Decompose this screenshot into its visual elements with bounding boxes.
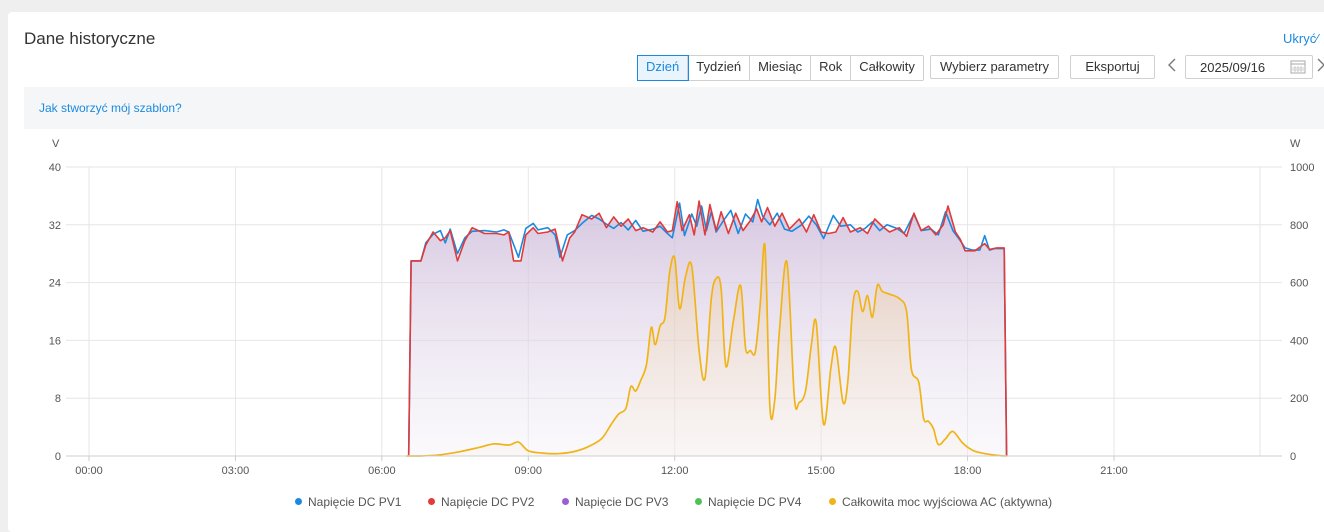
- x-tick-label: 15:00: [807, 465, 835, 477]
- x-tick-label: 21:00: [1100, 465, 1128, 477]
- period-total-button[interactable]: Całkowity: [859, 59, 915, 74]
- period-week-button[interactable]: Tydzień: [688, 56, 751, 80]
- right-tick-label: 400: [1290, 335, 1308, 347]
- legend-item-ac-power[interactable]: Całkowita moc wyjściowa AC (aktywna): [829, 495, 1052, 509]
- legend-dot-pv2: [428, 498, 435, 505]
- right-tick-label: 600: [1290, 278, 1308, 290]
- x-tick-label: 18:00: [954, 465, 982, 477]
- calendar-icon[interactable]: [1290, 59, 1306, 74]
- legend-label-pv1: Napięcie DC PV1: [308, 495, 402, 509]
- legend-label-pv2: Napięcie DC PV2: [441, 495, 535, 509]
- chevron-left-icon[interactable]: [1167, 57, 1177, 78]
- right-tick-label: 0: [1290, 451, 1296, 463]
- legend-dot-pv4: [695, 498, 702, 505]
- series-line-ac-power: [406, 242, 1007, 457]
- legend-dot-pv3: [562, 498, 569, 505]
- left-tick-label: 24: [49, 278, 61, 290]
- legend-dot-pv1: [295, 498, 302, 505]
- export-button[interactable]: Eksportuj: [1070, 55, 1155, 79]
- x-tick-label: 03:00: [222, 465, 250, 477]
- legend-item-pv1[interactable]: Napięcie DC PV1: [295, 495, 401, 509]
- left-tick-label: 16: [49, 335, 61, 347]
- right-tick-label: 200: [1290, 393, 1308, 405]
- left-tick-label: 0: [55, 451, 61, 463]
- chevron-right-icon[interactable]: [1316, 57, 1324, 78]
- legend-item-pv2[interactable]: Napięcie DC PV2: [428, 495, 534, 509]
- left-axis-unit: V: [52, 138, 60, 150]
- period-month-button[interactable]: Miesiąc: [750, 56, 812, 80]
- x-tick-label: 06:00: [368, 465, 396, 477]
- select-parameters-button[interactable]: Wybierz parametry: [930, 55, 1059, 79]
- period-selector: Dzień Tydzień Miesiąc Rok Całkowity: [636, 55, 924, 81]
- legend-item-pv4[interactable]: Napięcie DC PV4: [695, 495, 801, 509]
- page-title: Dane historyczne: [24, 29, 156, 48]
- x-tick-label: 09:00: [515, 465, 543, 477]
- legend-label-pv4: Napięcie DC PV4: [708, 495, 802, 509]
- history-chart: 0 0 8 200 16 400 24 600 32 800 40 1000 V W 00:00 03:00 0…: [49, 138, 1315, 477]
- period-year-button[interactable]: Rok: [811, 56, 852, 80]
- date-input[interactable]: [1198, 59, 1292, 76]
- period-day-button[interactable]: Dzień: [636, 55, 690, 81]
- legend-label-ac-power: Całkowita moc wyjściowa AC (aktywna): [842, 495, 1053, 509]
- right-tick-label: 1000: [1290, 162, 1314, 174]
- left-tick-label: 32: [49, 220, 61, 232]
- x-tick-label: 00:00: [75, 465, 103, 477]
- date-picker[interactable]: [1185, 55, 1313, 79]
- left-tick-label: 8: [55, 393, 61, 405]
- right-axis-unit: W: [1290, 138, 1301, 150]
- x-tick-label: 12:00: [661, 465, 689, 477]
- series-line-pv2: [407, 200, 1008, 457]
- left-tick-label: 40: [49, 162, 61, 174]
- template-help-link[interactable]: Jak stworzyć mój szablon?: [39, 101, 182, 115]
- legend-item-pv3[interactable]: Napięcie DC PV3: [562, 495, 668, 509]
- legend-label-pv3: Napięcie DC PV3: [575, 495, 669, 509]
- series-area-ac-power: [406, 243, 1007, 456]
- hide-link[interactable]: Ukryć∕: [1283, 31, 1319, 46]
- template-info-bar: Jak stworzyć mój szablon?: [24, 87, 1324, 129]
- legend-dot-ac-power: [829, 498, 836, 505]
- right-tick-label: 800: [1290, 220, 1308, 232]
